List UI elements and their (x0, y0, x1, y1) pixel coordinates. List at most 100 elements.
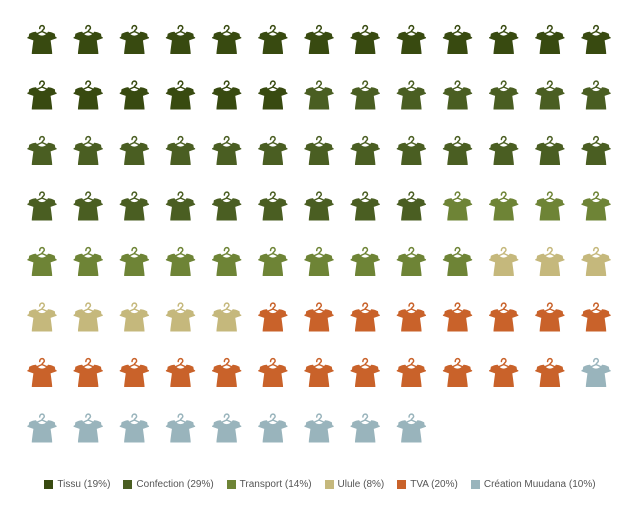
legend-label: Tissu (19%) (57, 478, 111, 490)
shirt-on-hanger-icon (489, 191, 519, 221)
legend-item: Transport (14%) (226, 479, 312, 490)
shirt-on-hanger-icon (442, 80, 473, 110)
shirt-on-hanger-icon (535, 302, 565, 332)
shirt-on-hanger-icon (396, 413, 427, 443)
shirt-on-hanger-icon (304, 135, 334, 165)
shirt-on-hanger-icon (73, 246, 103, 276)
shirt-on-hanger-icon (304, 413, 334, 443)
shirt-on-hanger-icon (258, 246, 288, 276)
shirt-on-hanger-icon (535, 135, 565, 165)
shirt-on-hanger-icon (211, 413, 242, 443)
shirt-on-hanger-icon (165, 191, 196, 221)
shirt-on-hanger-icon (119, 246, 150, 276)
shirt-on-hanger-icon (350, 191, 380, 221)
shirt-on-hanger-icon (396, 357, 427, 387)
shirt-on-hanger-icon (27, 135, 57, 165)
shirt-on-hanger-icon (119, 191, 150, 221)
shirt-on-hanger-icon (304, 191, 334, 221)
shirt-on-hanger-icon (489, 357, 519, 387)
shirt-on-hanger-icon (442, 302, 473, 332)
shirt-on-hanger-icon (396, 135, 427, 165)
shirt-on-hanger-icon (258, 80, 288, 110)
shirt-on-hanger-icon (442, 191, 473, 221)
shirt-on-hanger-icon (258, 135, 288, 165)
shirt-on-hanger-icon (73, 191, 103, 221)
shirt-on-hanger-icon (350, 413, 380, 443)
shirt-on-hanger-icon (258, 191, 288, 221)
shirt-on-hanger-icon (211, 80, 242, 110)
shirt-on-hanger-icon (27, 80, 57, 110)
legend-label: Création Muudana (10%) (483, 478, 596, 490)
shirt-on-hanger-icon (119, 302, 150, 332)
shirt-on-hanger-icon (350, 246, 380, 276)
shirt-on-hanger-icon (535, 191, 565, 221)
shirt-on-hanger-icon (350, 302, 380, 332)
shirt-on-hanger-icon (535, 24, 565, 55)
shirt-on-hanger-icon (27, 302, 57, 332)
legend-swatch (470, 479, 480, 489)
shirt-on-hanger-icon (258, 413, 288, 443)
shirt-on-hanger-icon (258, 24, 288, 55)
shirt-on-hanger-icon (73, 24, 103, 55)
shirt-on-hanger-icon (442, 246, 473, 276)
legend-item: Tissu (19%) (44, 479, 110, 490)
shirt-on-hanger-icon (211, 302, 242, 332)
waffle-icons (27, 24, 611, 443)
legend-item: Confection (29%) (123, 479, 214, 490)
shirt-on-hanger-icon (211, 246, 242, 276)
shirt-on-hanger-icon (581, 357, 611, 387)
shirt-on-hanger-icon (581, 191, 611, 221)
shirt-on-hanger-icon (489, 80, 519, 110)
shirt-on-hanger-icon (27, 413, 57, 443)
shirt-on-hanger-icon (350, 24, 380, 55)
legend-item: TVA (20%) (397, 479, 458, 490)
shirt-on-hanger-icon (211, 357, 242, 387)
shirt-on-hanger-icon (165, 24, 196, 55)
shirt-on-hanger-icon (489, 135, 519, 165)
shirt-on-hanger-icon (165, 357, 196, 387)
legend-swatch (226, 479, 236, 489)
legend-label: TVA (20%) (410, 478, 458, 490)
shirt-on-hanger-icon (581, 135, 611, 165)
shirt-on-hanger-icon (258, 302, 288, 332)
shirt-on-hanger-icon (442, 24, 473, 55)
shirt-on-hanger-icon (489, 246, 519, 276)
shirt-on-hanger-icon (119, 24, 150, 55)
shirt-on-hanger-icon (350, 357, 380, 387)
shirt-on-hanger-icon (535, 357, 565, 387)
shirt-on-hanger-icon (258, 357, 288, 387)
shirt-on-hanger-icon (73, 302, 103, 332)
shirt-on-hanger-icon (350, 80, 380, 110)
shirt-on-hanger-icon (396, 246, 427, 276)
shirt-on-hanger-icon (211, 135, 242, 165)
shirt-on-hanger-icon (73, 135, 103, 165)
shirt-on-hanger-icon (396, 191, 427, 221)
legend: Tissu (19%) Confection (29%) Transport (14… (0, 476, 640, 492)
legend-swatch (44, 479, 54, 489)
shirt-on-hanger-icon (581, 246, 611, 276)
shirt-on-hanger-icon (27, 191, 57, 221)
legend-swatch (123, 479, 133, 489)
shirt-on-hanger-icon (581, 24, 611, 55)
shirt-on-hanger-icon (304, 80, 334, 110)
shirt-on-hanger-icon (119, 80, 150, 110)
shirt-on-hanger-icon (350, 135, 380, 165)
shirt-on-hanger-icon (211, 24, 242, 55)
shirt-on-hanger-icon (27, 246, 57, 276)
shirt-on-hanger-icon (119, 357, 150, 387)
shirt-on-hanger-icon (304, 246, 334, 276)
shirt-on-hanger-icon (396, 24, 427, 55)
legend-item: Ulule (8%) (324, 479, 384, 490)
shirt-on-hanger-icon (304, 302, 334, 332)
shirt-on-hanger-icon (489, 302, 519, 332)
shirt-on-hanger-icon (304, 357, 334, 387)
shirt-on-hanger-icon (442, 135, 473, 165)
shirt-on-hanger-icon (73, 357, 103, 387)
shirt-on-hanger-icon (165, 135, 196, 165)
legend-item: Création Muudana (10%) (470, 478, 596, 490)
shirt-on-hanger-icon (211, 191, 242, 221)
shirt-on-hanger-icon (119, 135, 150, 165)
shirt-on-hanger-icon (119, 413, 150, 443)
legend-swatch (324, 479, 334, 489)
